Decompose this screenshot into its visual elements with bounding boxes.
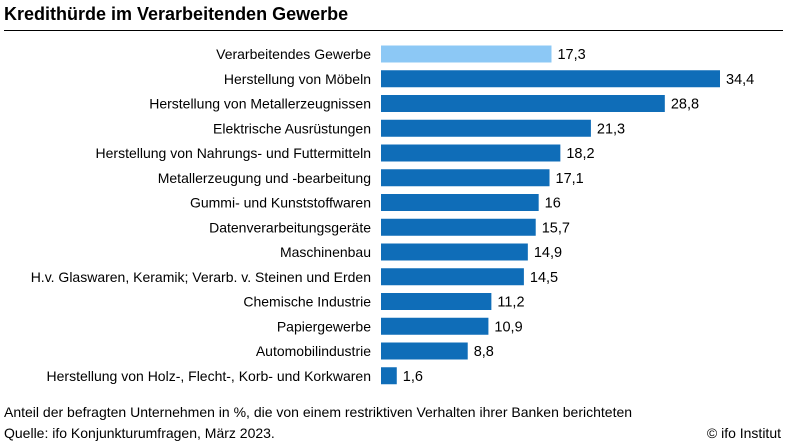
value-label: 17,1 bbox=[556, 171, 584, 187]
bar bbox=[381, 169, 550, 187]
value-label: 16 bbox=[545, 196, 561, 212]
bar bbox=[381, 268, 524, 286]
value-label: 8,8 bbox=[474, 344, 494, 360]
value-label: 18,2 bbox=[566, 146, 594, 162]
category-label: Datenverarbeitungsgeräte bbox=[209, 219, 371, 235]
category-label: Gummi- und Kunststoffwaren bbox=[190, 195, 371, 211]
value-label: 34,4 bbox=[726, 72, 754, 88]
category-label: Papiergewerbe bbox=[277, 318, 371, 334]
bar bbox=[381, 317, 489, 335]
bar bbox=[381, 218, 536, 236]
value-label: 28,8 bbox=[671, 97, 699, 113]
value-label: 10,9 bbox=[494, 319, 522, 335]
category-label: Maschinenbau bbox=[280, 244, 371, 260]
value-label: 15,7 bbox=[542, 220, 570, 236]
bar bbox=[381, 144, 561, 162]
bar bbox=[381, 243, 528, 261]
bar bbox=[381, 367, 397, 385]
category-label: Herstellung von Metallerzeugnissen bbox=[149, 96, 371, 112]
category-label: Herstellung von Möbeln bbox=[224, 71, 371, 87]
category-label: Herstellung von Holz-, Flecht-, Korb- un… bbox=[47, 368, 371, 384]
value-label: 14,9 bbox=[534, 245, 562, 261]
bar bbox=[381, 342, 468, 360]
bar bbox=[381, 95, 665, 112]
category-label: Verarbeitendes Gewerbe bbox=[216, 46, 371, 62]
value-label: 14,5 bbox=[530, 270, 558, 286]
category-label: Chemische Industrie bbox=[243, 294, 371, 310]
category-label: Herstellung von Nahrungs- und Futtermitt… bbox=[96, 145, 371, 161]
category-label: Automobilindustrie bbox=[256, 343, 371, 359]
chart-source: Quelle: ifo Konjunkturumfragen, März 202… bbox=[4, 425, 275, 441]
bar bbox=[381, 119, 591, 137]
bar-highlight bbox=[381, 45, 552, 63]
chart-credit: © ifo Institut bbox=[706, 425, 781, 441]
value-label: 11,2 bbox=[497, 295, 524, 311]
bar bbox=[381, 293, 492, 310]
chart-title: Kredithürde im Verarbeitenden Gewerbe bbox=[4, 4, 349, 24]
category-label: Metallerzeugung und -bearbeitung bbox=[158, 170, 371, 186]
bar bbox=[381, 194, 539, 211]
value-label: 21,3 bbox=[597, 121, 625, 137]
value-label: 1,6 bbox=[403, 369, 423, 385]
category-label: Elektrische Ausrüstungen bbox=[213, 120, 371, 136]
category-label: H.v. Glaswaren, Keramik; Verarb. v. Stei… bbox=[31, 269, 371, 285]
value-label: 17,3 bbox=[557, 47, 585, 63]
title-divider bbox=[4, 30, 783, 31]
chart-note: Anteil der befragten Unternehmen in %, d… bbox=[4, 404, 633, 420]
bar bbox=[381, 70, 720, 88]
